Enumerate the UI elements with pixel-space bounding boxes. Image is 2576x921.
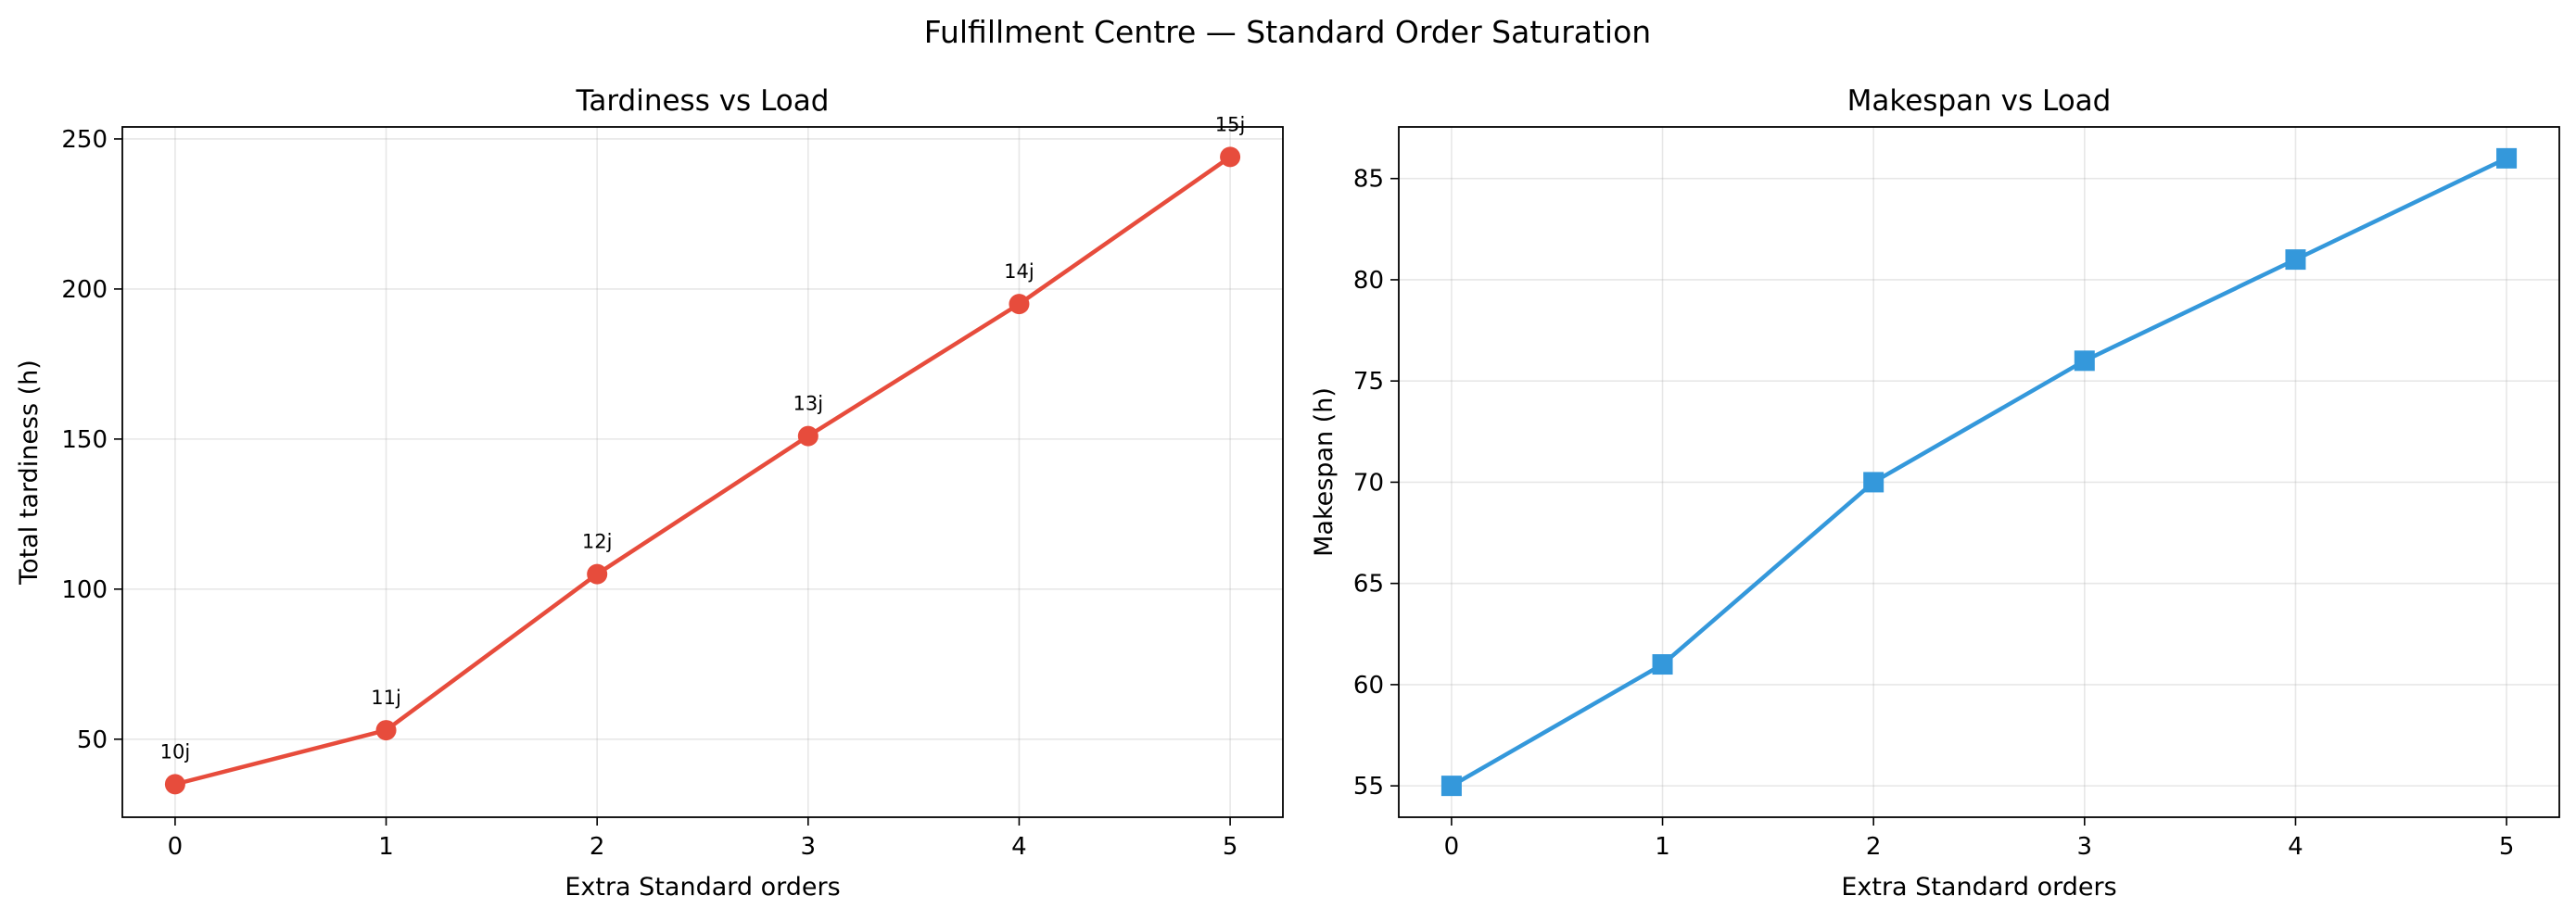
x-axis-label: Extra Standard orders (1841, 873, 2116, 902)
figure-title: Fulfillment Centre — Standard Order Satu… (924, 14, 1651, 50)
data-label: 12j (582, 531, 613, 553)
y-tick-label: 200 (61, 276, 108, 304)
y-tick-label: 80 (1353, 267, 1384, 295)
y-axis-label: Total tardiness (h) (15, 360, 44, 586)
x-tick-label: 5 (1223, 833, 1238, 861)
data-point (2496, 147, 2518, 169)
x-axis-label: Extra Standard orders (565, 873, 840, 902)
axes-frame (121, 126, 1284, 818)
data-point (1652, 654, 1673, 675)
x-tick-label: 2 (590, 833, 605, 861)
data-point (1863, 472, 1884, 493)
y-axis-label: Makespan (h) (1310, 387, 1339, 557)
x-tick-label: 4 (2288, 833, 2303, 861)
y-tick-label: 55 (1353, 773, 1384, 801)
y-tick-label: 100 (61, 576, 108, 604)
y-tick-label: 85 (1353, 166, 1384, 194)
data-point (797, 425, 818, 447)
x-tick-label: 1 (1655, 833, 1670, 861)
data-label: 14j (1004, 260, 1034, 283)
data-point (1440, 776, 1462, 797)
series-line (1449, 156, 2509, 789)
y-tick-label: 75 (1353, 368, 1384, 396)
series-line (172, 155, 1233, 787)
data-label: 13j (793, 393, 824, 415)
data-point (375, 720, 397, 741)
y-tick-label: 250 (61, 126, 108, 154)
chart-title: Makespan vs Load (1847, 84, 2112, 118)
data-point (2074, 350, 2095, 372)
y-tick-label: 150 (61, 426, 108, 454)
x-tick-label: 1 (378, 833, 394, 861)
x-tick-label: 5 (2499, 833, 2515, 861)
y-tick-label: 65 (1353, 571, 1384, 599)
x-tick-label: 4 (1011, 833, 1027, 861)
x-tick-label: 0 (168, 833, 184, 861)
y-tick-label: 50 (77, 726, 108, 754)
data-label: 15j (1215, 113, 1246, 135)
chart-title: Tardiness vs Load (576, 84, 830, 118)
x-tick-label: 0 (1444, 833, 1460, 861)
y-tick-label: 70 (1353, 469, 1384, 497)
x-tick-label: 3 (801, 833, 817, 861)
data-point (1009, 294, 1030, 315)
data-point (1220, 146, 1241, 168)
data-point (164, 774, 185, 795)
data-point (587, 563, 608, 585)
y-tick-label: 60 (1353, 672, 1384, 700)
data-point (2285, 249, 2306, 271)
chart-panel-1: 0 1 2 3 4 5 50 100 150 200 250 Tardiness vs Load Ext… (15, 84, 1284, 902)
x-tick-label: 3 (2077, 833, 2093, 861)
data-label: 11j (371, 687, 401, 709)
x-tick-label: 2 (1866, 833, 1882, 861)
axes-frame (1398, 126, 2560, 818)
data-label: 10j (160, 740, 191, 763)
